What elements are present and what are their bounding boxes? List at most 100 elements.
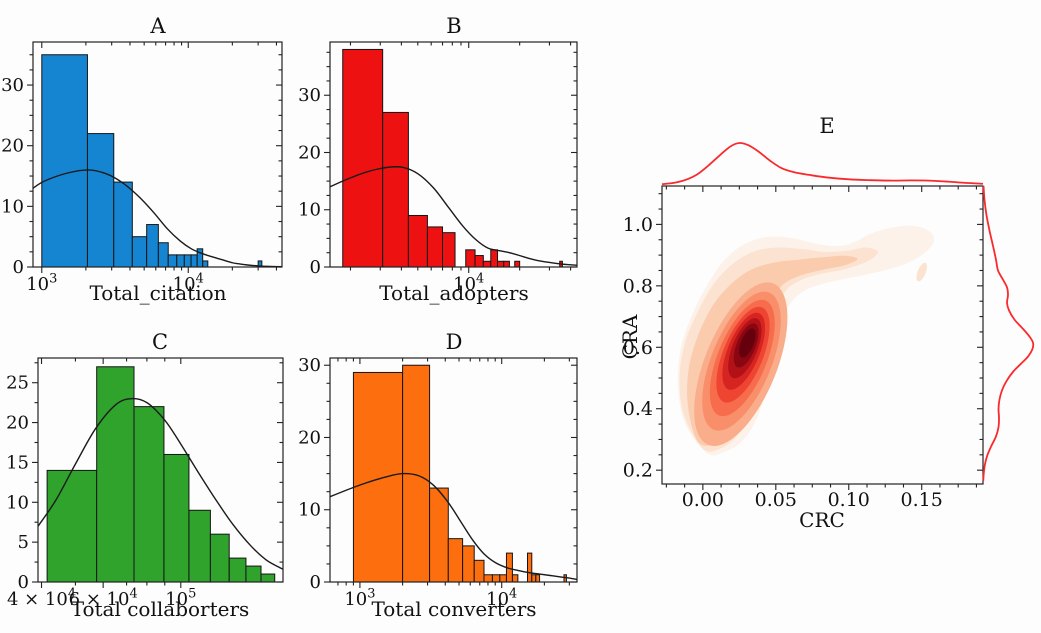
x-tick-label: 103 — [344, 586, 375, 610]
histogram-bar — [113, 181, 133, 268]
panel-b-kde-line — [329, 166, 578, 266]
y-tick-label: 30 — [1, 75, 24, 96]
panel-c-title: C — [152, 330, 168, 354]
y-tick-label: 0.4 — [623, 398, 653, 420]
histogram-bar — [352, 371, 404, 583]
axes-frame — [32, 41, 283, 268]
y-tick-label: 0 — [13, 257, 24, 278]
histogram-bar — [511, 574, 519, 583]
histogram-bar — [342, 48, 384, 268]
panel-a-xlabel: Total_citation — [89, 281, 226, 305]
panel-a-title: A — [149, 14, 166, 38]
histogram-bar — [228, 557, 247, 583]
axes-frame — [37, 357, 284, 583]
histogram-bar — [131, 236, 148, 268]
marginal-kde-top — [661, 142, 984, 186]
x-tick-label: 4 × 104 — [7, 586, 76, 610]
panel-d-xlabel: Total converters — [371, 597, 536, 621]
histogram-bar — [429, 487, 449, 583]
histogram-bar — [188, 509, 211, 583]
histogram-bar — [526, 552, 533, 583]
y-tick-label: 20 — [298, 142, 321, 163]
histogram-bar — [146, 224, 159, 268]
panel-e-title: E — [819, 114, 834, 138]
histogram-bar — [465, 249, 476, 268]
panel-b-histogram: 104 0 10 20 30 B Total_adopters — [298, 14, 578, 305]
y-tick-label: 1.0 — [623, 214, 653, 236]
histogram-bar — [167, 254, 178, 268]
kde-contour-islet — [916, 262, 927, 282]
panel-a-histogram: 103 104 0 10 20 30 A Total_citation — [1, 14, 283, 305]
panel-d-ticks: 103 104 0 10 20 30 — [298, 355, 577, 610]
panel-d-histogram: 103 104 0 10 20 30 D Total converters — [298, 330, 578, 621]
y-tick-label: 0.2 — [623, 460, 653, 482]
histogram-bar — [447, 538, 464, 583]
panel-e-ticks: 0.00 0.05 0.10 0.15 0.2 0.4 0.6 0.8 1.0 — [623, 186, 983, 511]
panel-d-kde-line — [329, 472, 578, 581]
y-tick-label: 0.6 — [623, 337, 653, 359]
histogram-bar — [407, 214, 428, 268]
panel-a-kde-line — [32, 169, 282, 268]
histogram-bar — [209, 533, 230, 583]
histogram-bar — [497, 260, 505, 268]
histogram-bar — [133, 406, 165, 583]
panel-a-ticks: 103 104 0 10 20 30 — [1, 42, 282, 295]
histogram-bar — [382, 111, 409, 268]
histogram-bar — [426, 226, 444, 268]
y-tick-label: 30 — [298, 85, 321, 106]
y-tick-label: 0 — [310, 572, 321, 593]
y-tick-label: 20 — [1, 136, 24, 157]
histogram-bar — [490, 249, 499, 268]
x-tick-label: 0.15 — [901, 489, 943, 511]
panel-e-ylabel: CRA — [618, 314, 642, 359]
x-tick-label: 104 — [453, 271, 484, 295]
y-tick-label: 15 — [6, 452, 29, 473]
histogram-bar — [503, 260, 510, 268]
histogram-bar — [163, 453, 190, 583]
histogram-bar — [473, 559, 485, 583]
x-tick-label: 6 × 104 — [69, 586, 138, 610]
histogram-bar — [46, 469, 98, 583]
histogram-bar — [482, 260, 492, 268]
x-tick-label: 103 — [26, 271, 57, 295]
y-tick-label: 20 — [6, 413, 29, 434]
panel-e-jointplot: 0.00 0.05 0.10 0.15 0.2 0.4 0.6 0.8 1.0 E CRC CRA — [618, 114, 1035, 532]
axes-frame — [661, 185, 984, 485]
histogram-bar — [535, 574, 541, 583]
x-tick-label: 0.00 — [682, 489, 724, 511]
panel-d-bars — [352, 364, 567, 583]
x-tick-label: 104 — [486, 586, 517, 610]
y-tick-label: 20 — [298, 427, 321, 448]
axes-frame — [329, 41, 578, 268]
y-tick-label: 25 — [6, 373, 29, 394]
histogram-bar — [499, 574, 507, 583]
panel-a-bars — [41, 54, 263, 268]
panel-d-title: D — [446, 330, 463, 354]
histogram-bar — [190, 254, 198, 268]
y-tick-label: 10 — [298, 200, 321, 221]
panel-c-xlabel: Total collaborters — [71, 597, 250, 621]
histogram-bar — [202, 260, 209, 268]
y-tick-label: 0 — [310, 257, 321, 278]
y-tick-label: 30 — [298, 355, 321, 376]
y-tick-label: 0 — [18, 572, 29, 593]
histogram-bar — [474, 255, 484, 268]
kde-contours — [677, 225, 935, 456]
histogram-bar — [86, 133, 115, 268]
histogram-bar — [96, 366, 135, 583]
y-tick-label: 10 — [6, 492, 29, 513]
histogram-bar — [176, 254, 185, 268]
marginal-kde-right — [982, 185, 1035, 481]
panel-e-xlabel: CRC — [799, 508, 845, 532]
panel-b-bars — [342, 48, 563, 268]
histogram-bar — [563, 574, 567, 583]
x-tick-label: 105 — [165, 586, 196, 610]
y-tick-label: 10 — [298, 500, 321, 521]
histogram-bar — [483, 574, 493, 583]
x-tick-label: 0.10 — [828, 489, 870, 511]
x-tick-label: 0.05 — [755, 489, 797, 511]
histogram-bar — [245, 565, 262, 583]
